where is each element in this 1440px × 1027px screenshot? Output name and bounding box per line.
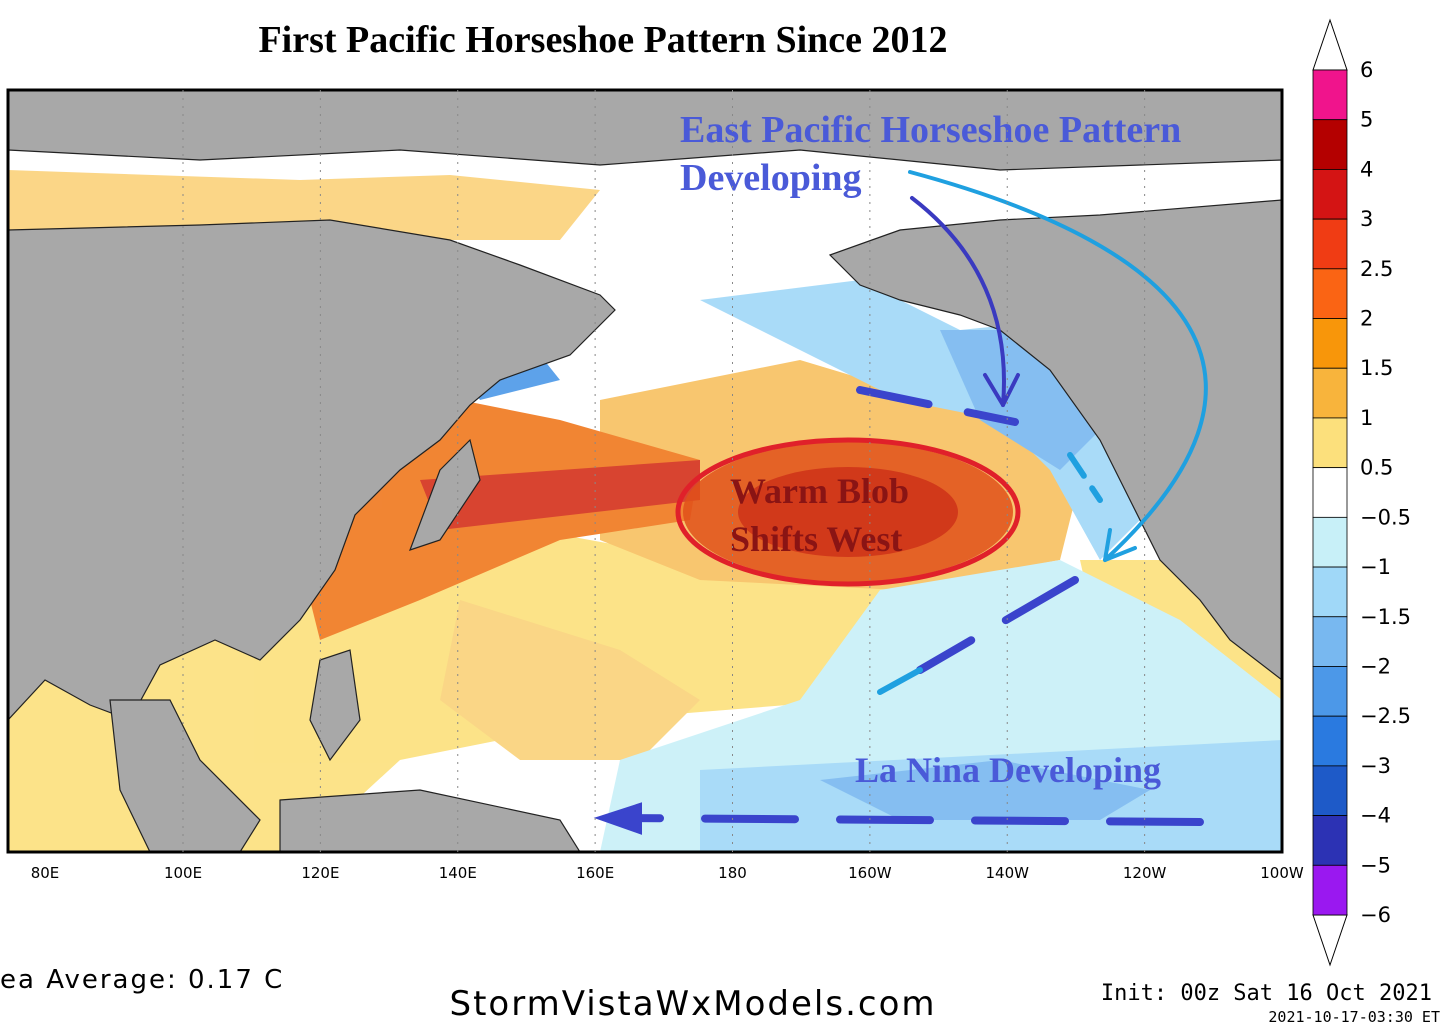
annotation: Developing [680,157,862,199]
colorbar-label: −6 [1360,903,1391,927]
area-average: ea Average: 0.17 C [0,965,284,995]
longitude-label: 120W [1123,864,1167,882]
title: First Pacific Horseshoe Pattern Since 20… [258,19,947,61]
annotation: East Pacific Horseshoe Pattern [680,109,1181,151]
colorbar-swatch [1312,864,1348,916]
timestamp: 2021-10-17-03:30 ET [1268,1008,1440,1026]
colorbar-swatch [1312,119,1348,170]
colorbar-label: −0.5 [1360,505,1411,529]
annotation: Warm Blob [730,471,909,511]
init: Init: 00z Sat 16 Oct 2021 [1101,981,1432,1006]
colorbar-label: −2.5 [1360,704,1411,728]
colorbar: 6 5 4 3 2.5 2 1.5 1 0.5 −0.5 −1 −1.5 −2 −2.5 −3 −4 −5 −6 [1312,18,1411,967]
colorbar-swatch [1312,367,1348,419]
colorbar-label: −5 [1360,853,1391,877]
annotation: Shifts West [730,519,902,559]
colorbar-label: −1.5 [1360,605,1411,629]
colorbar-cap [1312,914,1348,967]
longitude-label: 180 [718,864,747,882]
colorbar-label: 5 [1360,108,1373,132]
colorbar-cap [1312,18,1348,71]
colorbar-swatch [1312,467,1348,518]
colorbar-label: 2 [1360,307,1373,331]
site: StormVistaWxModels.com [449,984,936,1024]
longitude-labels: 80E 100E 120E 140E 160E 180 160W 140W 120W 100W [31,90,1304,882]
colorbar-label: 6 [1360,58,1373,82]
colorbar-swatch [1312,666,1348,717]
longitude-label: 100E [164,864,202,882]
colorbar-label: −2 [1360,654,1391,678]
colorbar-label: −4 [1360,804,1391,828]
longitude-label: 80E [31,864,60,882]
colorbar-label: 3 [1360,207,1373,231]
colorbar-swatch [1312,69,1348,121]
longitude-label: 140W [986,864,1030,882]
longitude-label: 160E [576,864,614,882]
longitude-label: 120E [301,864,339,882]
longitude-label: 140E [439,864,477,882]
colorbar-label: 0.5 [1360,456,1393,480]
colorbar-label: 4 [1360,157,1373,181]
colorbar-swatch [1312,566,1348,618]
longitude-label: 160W [848,864,892,882]
colorbar-label: −1 [1360,555,1391,579]
colorbar-label: 1 [1360,406,1373,430]
longitude-label: 100W [1260,864,1304,882]
colorbar-swatch [1312,268,1348,319]
annotation: La Nina Developing [855,750,1161,790]
colorbar-swatch [1312,417,1348,469]
colorbar-swatch [1312,169,1348,220]
colorbar-swatch [1312,715,1348,767]
colorbar-label: 2.5 [1360,257,1393,281]
colorbar-swatch [1312,815,1348,866]
colorbar-swatch [1312,616,1348,667]
colorbar-label: −3 [1360,754,1391,778]
colorbar-swatch [1312,765,1348,816]
colorbar-swatch [1312,318,1348,369]
colorbar-label: 1.5 [1360,356,1393,380]
map: East Pacific Horseshoe Pattern Developin… [6,88,1304,882]
colorbar-swatch [1312,218,1348,270]
colorbar-swatch [1312,516,1348,568]
